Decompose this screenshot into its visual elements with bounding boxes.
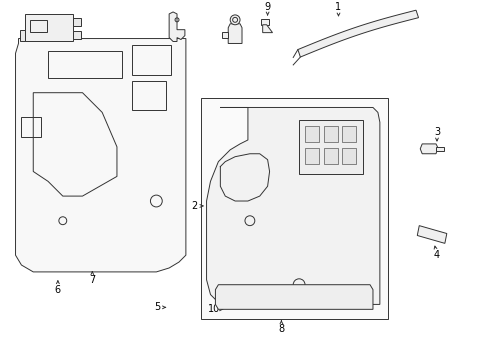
- Text: 7: 7: [89, 275, 95, 285]
- Text: 8: 8: [278, 324, 284, 334]
- Polygon shape: [262, 25, 272, 32]
- Polygon shape: [215, 285, 372, 309]
- Polygon shape: [419, 144, 437, 154]
- Text: 10: 10: [208, 304, 220, 314]
- Text: 6: 6: [55, 285, 61, 295]
- Polygon shape: [297, 10, 418, 57]
- Text: 3: 3: [433, 127, 439, 137]
- Polygon shape: [304, 148, 318, 164]
- Polygon shape: [206, 107, 379, 305]
- Polygon shape: [416, 226, 446, 243]
- Polygon shape: [25, 14, 73, 41]
- Circle shape: [230, 15, 240, 25]
- Polygon shape: [304, 126, 318, 142]
- Polygon shape: [342, 126, 355, 142]
- Polygon shape: [323, 126, 337, 142]
- Polygon shape: [228, 24, 242, 44]
- Polygon shape: [73, 18, 80, 26]
- Polygon shape: [73, 31, 80, 39]
- Polygon shape: [15, 39, 185, 272]
- Polygon shape: [299, 120, 363, 175]
- Polygon shape: [323, 148, 337, 164]
- Polygon shape: [435, 147, 443, 151]
- Polygon shape: [169, 12, 184, 41]
- Polygon shape: [200, 97, 387, 319]
- Polygon shape: [20, 30, 25, 41]
- Text: 1: 1: [335, 2, 341, 12]
- Polygon shape: [342, 148, 355, 164]
- Polygon shape: [260, 19, 268, 25]
- Text: 2: 2: [191, 201, 197, 211]
- Polygon shape: [222, 32, 228, 37]
- Text: 9: 9: [264, 2, 270, 12]
- Text: 5: 5: [154, 302, 160, 312]
- Text: 4: 4: [433, 250, 439, 260]
